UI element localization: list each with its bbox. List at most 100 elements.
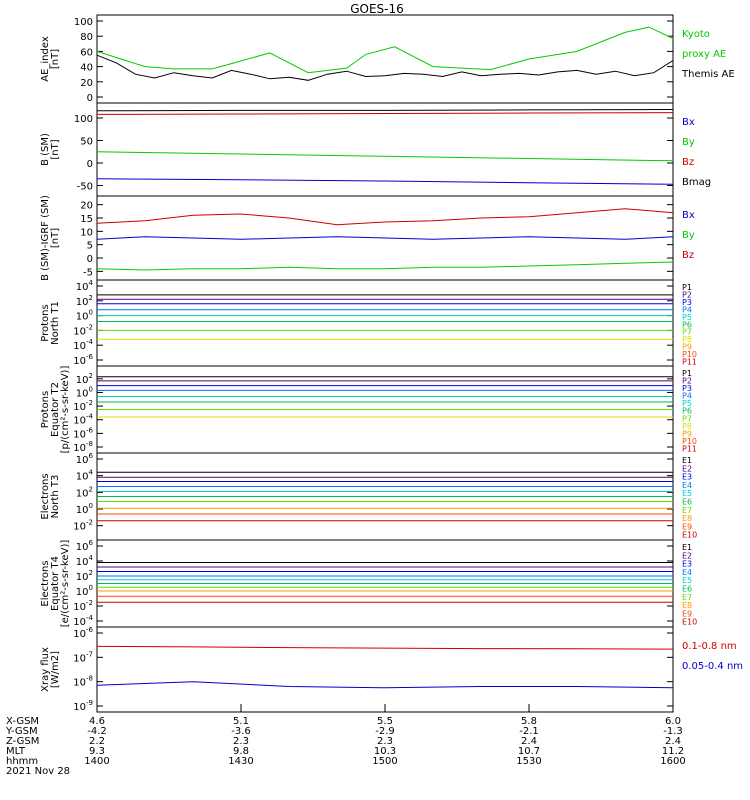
legend-entry: E1 (682, 543, 692, 552)
legend-entry: E6 (682, 585, 692, 594)
legend-entry: 0.1-0.8 nm (682, 641, 737, 652)
legend-entry: P7 (682, 414, 692, 423)
x-row-label: hhmm (6, 756, 38, 767)
y-tick-label: 50 (80, 137, 93, 148)
series-line-bx (96, 236, 674, 240)
y-tick-label: 20 (80, 78, 93, 89)
legend-entry: E6 (682, 498, 692, 507)
x-tick-label: 4.6 (89, 716, 105, 727)
y-tick-label: 10-6 (73, 353, 93, 367)
y-tick-label: 10-8 (73, 440, 93, 454)
x-tick-label: 9.8 (233, 746, 249, 757)
y-tick-label: 100 (76, 502, 93, 516)
y-tick-label: 100 (76, 584, 93, 598)
y-tick-label: 10-2 (73, 599, 93, 613)
y-tick-label: 10-4 (73, 338, 93, 352)
series-line-kyoto-proxy-ae (96, 26, 674, 74)
x-tick-label: 1530 (516, 756, 541, 767)
series-line-themis-ae (96, 54, 674, 81)
legend-entry: E2 (682, 464, 692, 473)
x-tick-label: 10.3 (374, 746, 396, 757)
y-tick-label: 10-4 (73, 614, 93, 628)
legend-entry: E4 (682, 481, 692, 490)
legend-entry: P10 (682, 437, 697, 446)
x-tick-label: 2.4 (521, 736, 537, 747)
x-row-label: MLT (6, 746, 26, 757)
legend-entry: E1 (682, 456, 692, 465)
legend-entry: E10 (682, 531, 697, 540)
y-tick-label: 104 (76, 469, 94, 483)
x-tick-label: 2.3 (233, 736, 249, 747)
legend-entry: Bz (682, 250, 694, 261)
y-axis-label: B (SM) (40, 133, 51, 166)
y-tick-label: 5 (87, 241, 93, 252)
panel-frame (96, 14, 674, 104)
x-tick-label: -2.9 (375, 726, 395, 737)
x-tick-label: 10.7 (518, 746, 540, 757)
y-tick-label: 102 (76, 485, 93, 499)
legend-entry: Bx (682, 117, 695, 128)
panel-frame (96, 279, 674, 367)
legend-entry: E4 (682, 568, 692, 577)
panel-frame (96, 626, 674, 713)
y-tick-label: 10-2 (73, 323, 93, 337)
legend-entry: P5 (682, 313, 692, 322)
series-line-by (96, 261, 674, 271)
plot-title: GOES-16 (350, 2, 404, 16)
x-tick-label: 9.3 (89, 746, 105, 757)
y-axis-label: [W/m2] (50, 651, 61, 688)
legend-entry: E7 (682, 593, 692, 602)
x-tick-label: 11.2 (662, 746, 684, 757)
x-tick-label: 2.2 (89, 736, 105, 747)
series-line-bz (96, 208, 674, 226)
y-axis-label: Protons (40, 304, 51, 341)
y-tick-label: 100 (76, 385, 93, 399)
y-tick-label: 10 (80, 227, 93, 238)
y-tick-label: 10-8 (73, 675, 93, 689)
y-axis-label: Protons (40, 391, 51, 428)
legend-entry: E8 (682, 514, 692, 523)
legend-entry: E9 (682, 609, 692, 618)
y-tick-label: 0 (87, 93, 93, 104)
y-tick-label: 0 (87, 159, 93, 170)
legend-entry: P11 (682, 358, 697, 367)
legend-entry: 0.05-0.4 nm (682, 661, 743, 672)
x-tick-label: -2.1 (519, 726, 539, 737)
x-tick-label: -3.6 (231, 726, 251, 737)
y-axis-label: Equator T2 (50, 382, 61, 437)
y-axis-label: Electrons (40, 560, 51, 606)
x-tick-label: 1400 (84, 756, 109, 767)
legend-entry: P8 (682, 422, 692, 431)
y-axis-label: [e/(cm²-s-sr-keV)] (60, 540, 71, 628)
y-tick-label: 102 (76, 372, 93, 386)
legend-entry: P11 (682, 444, 697, 453)
y-tick-label: 10-2 (73, 519, 93, 533)
legend-entry: P9 (682, 429, 692, 438)
panel-frame (96, 102, 674, 197)
legend-entry: E9 (682, 522, 692, 531)
y-axis-label: [nT] (50, 228, 61, 248)
legend-entry: E3 (682, 560, 692, 569)
x-tick-label: 2.3 (377, 736, 393, 747)
series-line-bmag (96, 109, 674, 112)
legend-entry: By (682, 230, 695, 241)
legend-entry: Themis AE (681, 69, 735, 80)
y-tick-label: 102 (76, 294, 93, 308)
y-axis-label: B (SM)-IGRF (SM) (40, 195, 51, 281)
y-tick-label: 15 (80, 214, 93, 225)
legend-entry: P8 (682, 335, 692, 344)
y-tick-label: 10-6 (73, 626, 93, 640)
x-row-label: X-GSM (6, 716, 39, 727)
x-tick-label: -4.2 (87, 726, 107, 737)
legend-entry: P2 (682, 377, 692, 386)
legend-entry: P1 (682, 283, 692, 292)
legend-entry: Kyoto (682, 29, 710, 40)
series-line-0-1-0-8-nm (96, 645, 674, 650)
series-line-bx (96, 178, 674, 185)
y-tick-label: -50 (77, 182, 93, 193)
legend-entry: E2 (682, 551, 692, 560)
legend-entry: P4 (682, 305, 692, 314)
